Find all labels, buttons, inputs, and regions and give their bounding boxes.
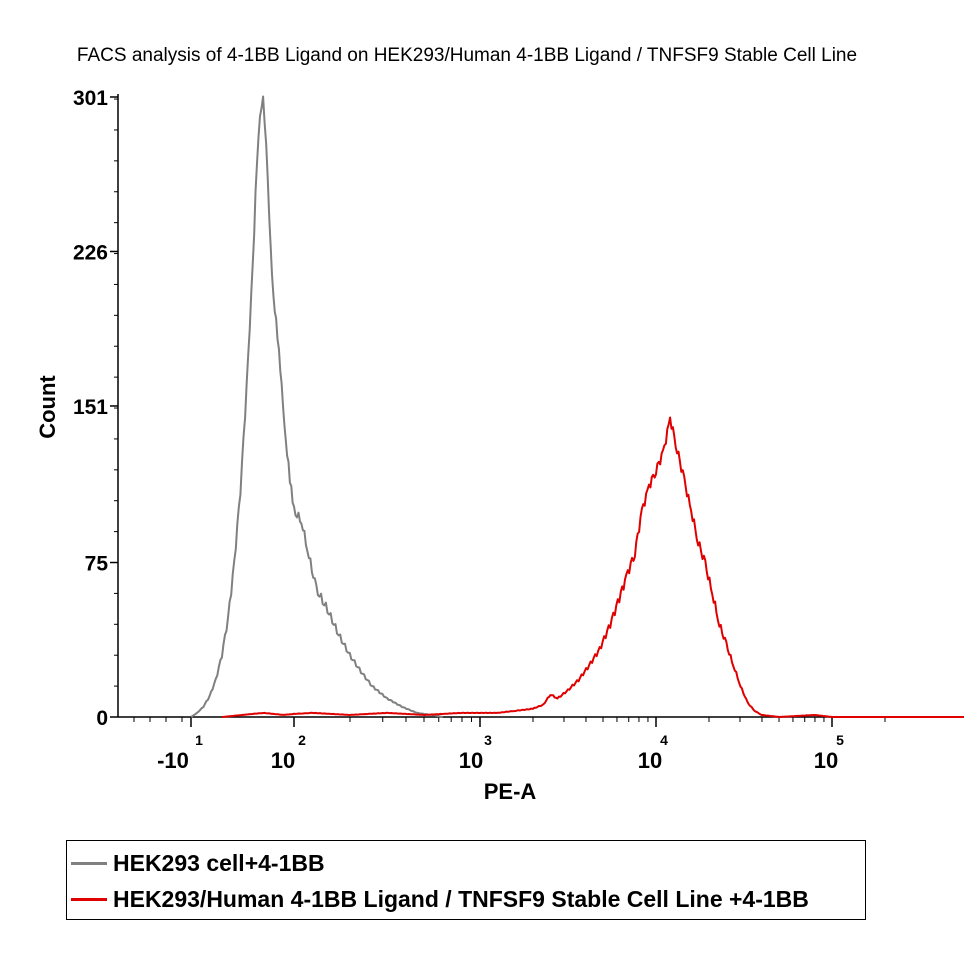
- x-tick-label-exp-1: 2: [298, 732, 306, 748]
- legend-item-red: HEK293/Human 4-1BB Ligand / TNFSF9 Stabl…: [71, 881, 809, 917]
- y-tick-label-2: 151: [73, 396, 108, 419]
- x-tick-label-base-2: 10: [459, 748, 483, 773]
- legend-item-gray: HEK293 cell+4-1BB: [71, 845, 325, 881]
- x-tick-label-base-4: 10: [814, 748, 838, 773]
- series-line-0: [190, 95, 443, 718]
- x-tick-label-base-3: 10: [638, 748, 662, 773]
- legend-label-gray: HEK293 cell+4-1BB: [113, 849, 325, 876]
- histogram-curves: [190, 95, 964, 718]
- x-tick-label-base-1: 10: [271, 748, 295, 773]
- legend: HEK293 cell+4-1BB HEK293/Human 4-1BB Lig…: [66, 840, 866, 920]
- y-tick-label-1: 75: [85, 553, 109, 576]
- y-tick-label-3: 226: [73, 241, 108, 264]
- y-axis-label: Count: [35, 375, 60, 439]
- x-tick-label-exp-0: 1: [195, 732, 203, 748]
- x-tick-label-exp-3: 4: [660, 732, 668, 748]
- x-axis-label: PE-A: [484, 779, 537, 804]
- chart-title: FACS analysis of 4-1BB Ligand on HEK293/…: [76, 45, 858, 66]
- y-tick-label-4: 301: [73, 87, 108, 110]
- y-tick-label-0: 0: [96, 707, 108, 730]
- series-line-1: [221, 416, 964, 718]
- legend-swatch-gray: [71, 861, 107, 865]
- x-tick-label-exp-4: 5: [836, 732, 844, 748]
- legend-swatch-red: [71, 897, 107, 901]
- x-tick-label-base-0: -10: [157, 748, 189, 773]
- x-tick-label-exp-2: 3: [484, 732, 492, 748]
- legend-label-red: HEK293/Human 4-1BB Ligand / TNFSF9 Stabl…: [113, 885, 809, 912]
